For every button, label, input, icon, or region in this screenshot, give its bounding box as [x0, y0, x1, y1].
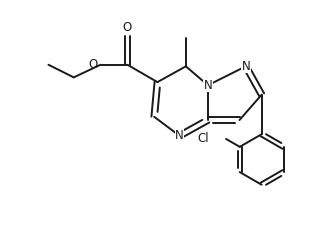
Text: O: O	[123, 21, 132, 34]
Text: Cl: Cl	[197, 132, 209, 145]
Text: N: N	[241, 60, 250, 73]
Text: N: N	[204, 79, 212, 92]
Text: N: N	[175, 129, 184, 142]
Text: O: O	[89, 58, 98, 71]
